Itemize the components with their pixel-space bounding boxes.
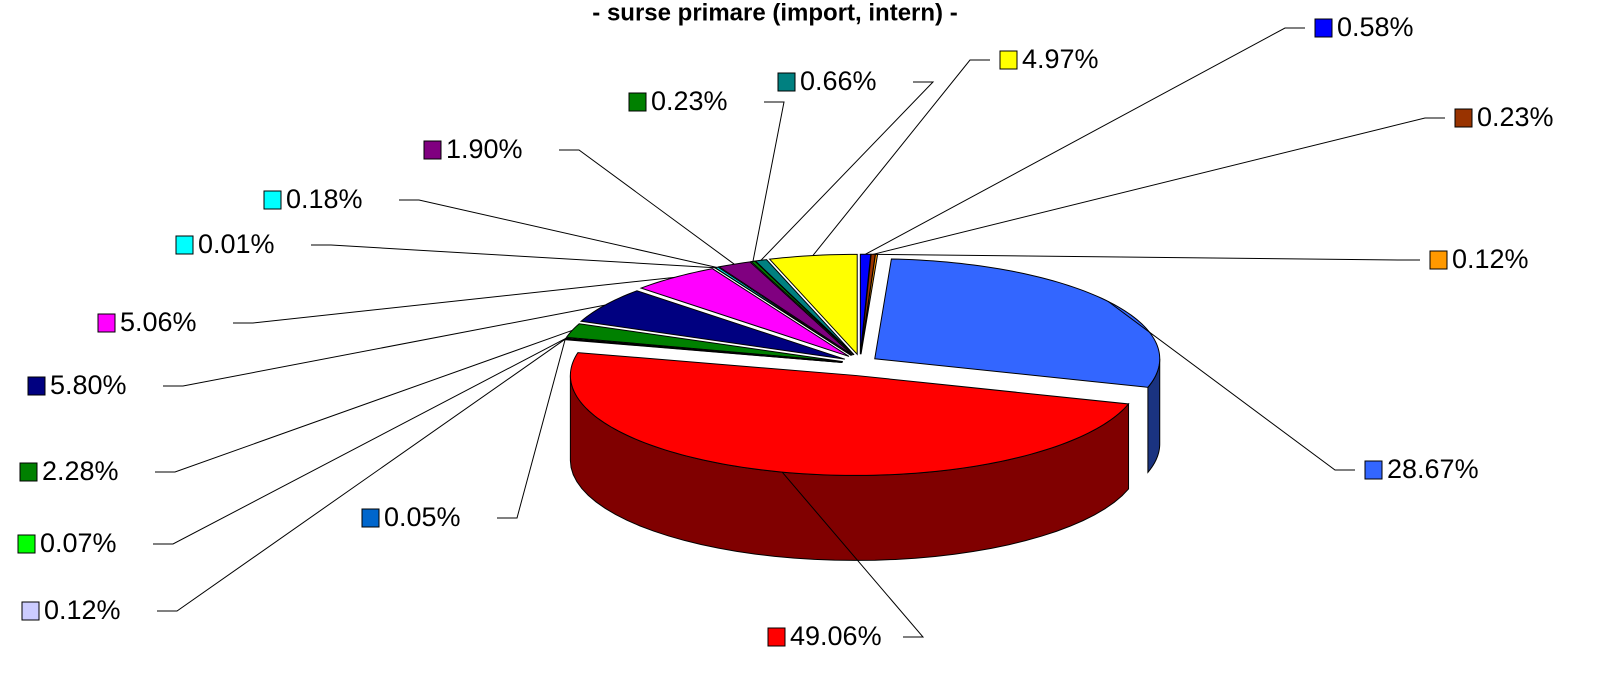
slice: [717, 261, 853, 356]
leader-line: [876, 253, 1420, 261]
leader-line: [760, 81, 935, 261]
leader-line: [559, 149, 735, 265]
legend-swatch: [1429, 250, 1448, 270]
data-label: 0.58%: [1337, 12, 1414, 42]
data-label: 0.01%: [198, 229, 275, 259]
slice: [768, 253, 858, 356]
leader-line: [233, 276, 675, 324]
legend-swatch: [361, 508, 380, 528]
data-label: 2.28%: [42, 456, 119, 486]
leader-line: [153, 337, 567, 545]
leader-line: [157, 338, 566, 612]
legend-swatch: [17, 534, 36, 554]
leader-line: [399, 199, 717, 268]
data-label: 0.07%: [40, 528, 117, 558]
data-label: 0.05%: [384, 502, 461, 532]
slice: [749, 260, 854, 356]
leader-line: [163, 304, 606, 387]
legend-swatch: [19, 462, 38, 482]
legend-swatch: [21, 601, 40, 621]
data-label: 0.23%: [651, 86, 728, 116]
data-label: 0.23%: [1477, 102, 1554, 132]
leader-line: [865, 27, 1305, 255]
slice: [713, 267, 852, 356]
data-label: 0.66%: [800, 66, 877, 96]
data-label: 0.12%: [1452, 244, 1529, 274]
slice: [874, 258, 1161, 388]
legend-swatch: [423, 140, 442, 160]
leader-line: [873, 117, 1445, 255]
leader-line: [155, 329, 573, 473]
legend-swatch: [999, 50, 1018, 70]
legend-swatch: [27, 376, 46, 396]
data-label: 0.12%: [44, 595, 121, 625]
data-label: 5.06%: [120, 307, 197, 337]
slice: [579, 290, 846, 360]
data-label: 4.97%: [1022, 44, 1099, 74]
slice: [565, 323, 843, 363]
leader-line: [812, 59, 990, 256]
legend-swatch: [1364, 460, 1383, 480]
data-label: 1.90%: [446, 134, 523, 164]
legend-swatch: [777, 72, 796, 92]
legend-swatch: [97, 313, 116, 333]
leader-line: [497, 339, 566, 519]
pie: [564, 253, 1161, 561]
leader-line: [311, 244, 715, 269]
leader-line: [752, 101, 785, 262]
data-label: 5.80%: [50, 370, 127, 400]
leader-line: [781, 471, 925, 638]
chart-title: - surse primare (import, intern) -: [592, 0, 957, 26]
legend-swatch: [767, 627, 786, 647]
data-label: 0.18%: [286, 184, 363, 214]
legend-swatch: [1314, 18, 1333, 38]
legend-swatch: [263, 190, 282, 210]
leader-line: [1107, 300, 1355, 471]
data-label: 28.67%: [1387, 454, 1479, 484]
legend-swatch: [1454, 108, 1473, 128]
legend-swatch: [175, 235, 194, 255]
slice: [639, 268, 850, 357]
legend-swatch: [628, 92, 647, 112]
data-label: 49.06%: [790, 621, 882, 651]
